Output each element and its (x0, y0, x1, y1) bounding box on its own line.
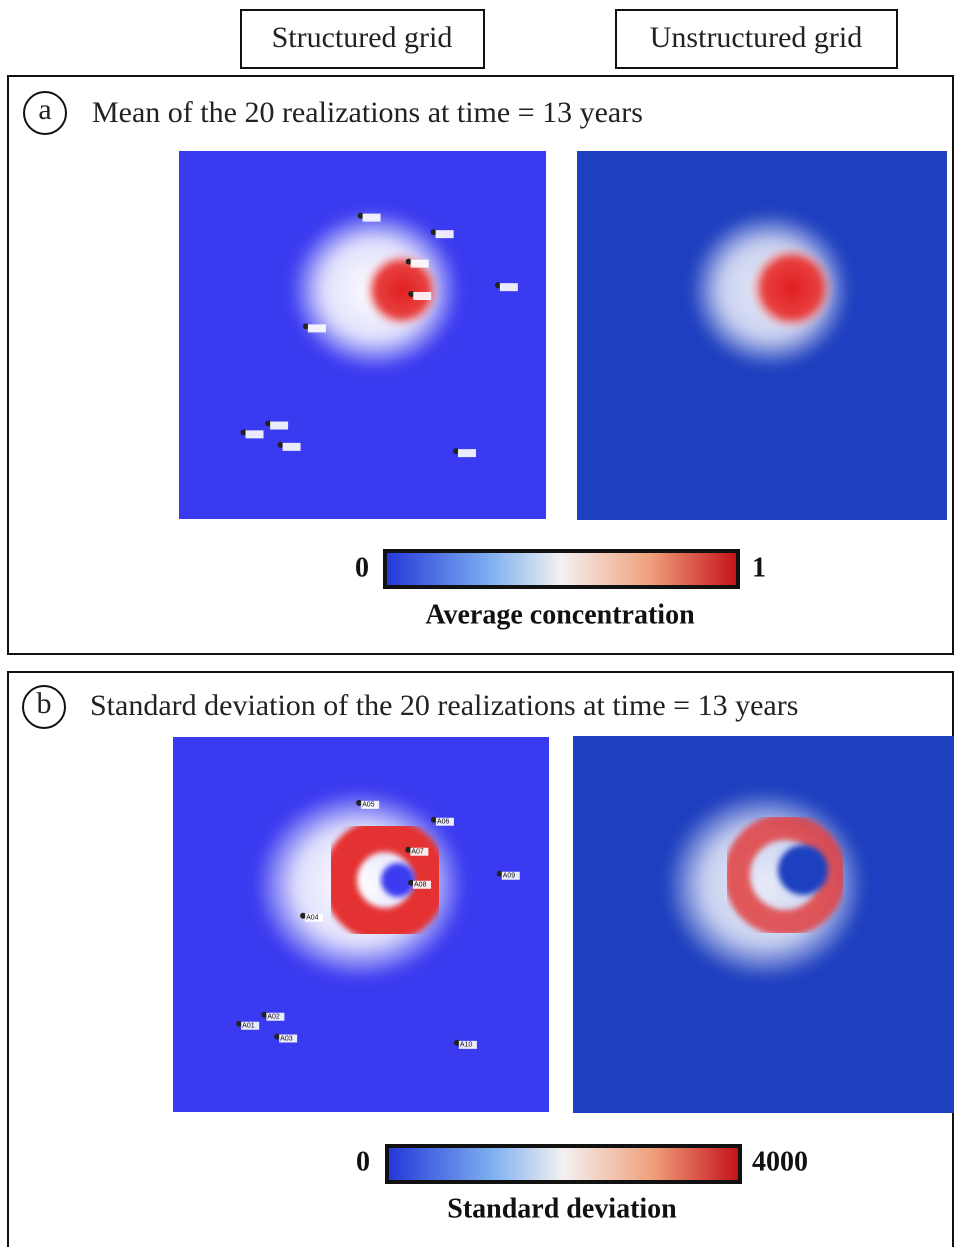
well-label: A01 (242, 1023, 255, 1030)
well-dot (405, 258, 412, 265)
panel-letter: b (37, 687, 52, 720)
colorbar-label: Average concentration (425, 599, 695, 630)
header-box (615, 9, 898, 69)
well-label: A08 (414, 882, 427, 889)
well-tag (435, 817, 454, 826)
well-tag (458, 449, 477, 458)
well-tag (305, 913, 324, 922)
colorbar-max: 4000 (752, 1146, 808, 1177)
well-markers: A01 A02 A03 A04 A05 A06 A07 A08 A09 A10 (236, 799, 520, 1049)
well-tag (410, 847, 429, 856)
well-dot (277, 441, 284, 448)
well-tag (270, 421, 289, 430)
well-dot (356, 799, 363, 806)
well-dot (405, 846, 412, 853)
colorbar (383, 549, 740, 589)
panel-badge (23, 91, 67, 135)
well-dot (430, 816, 437, 823)
well-label: A07 (411, 849, 424, 856)
panel-badge (22, 685, 66, 729)
well-tag (245, 430, 264, 439)
well-dot (236, 1020, 243, 1027)
well-dot (240, 429, 247, 436)
well-tag (499, 283, 518, 292)
structured-map (173, 737, 549, 1112)
colorbar-max: 1 (752, 552, 766, 583)
panel-title: Standard deviation of the 20 realization… (90, 689, 798, 722)
unstructured-map (573, 736, 954, 1113)
well-tag (282, 442, 301, 451)
header-box (240, 9, 485, 69)
well-markers (240, 212, 518, 458)
well-tag (413, 291, 432, 300)
well-tag (361, 800, 380, 809)
well-dot (274, 1033, 281, 1040)
well-tag (266, 1012, 285, 1021)
well-label: A04 (306, 915, 319, 922)
panel-frame (7, 75, 954, 655)
well-dot (300, 912, 307, 919)
colorbar-min: 0 (356, 1146, 370, 1177)
well-label: A03 (280, 1035, 293, 1042)
well-tag (458, 1040, 477, 1049)
unstructured-map (577, 151, 947, 520)
well-dot (408, 879, 415, 886)
structured-map (179, 151, 546, 519)
well-tag (413, 880, 432, 889)
well-tag (501, 871, 520, 880)
well-tag (307, 324, 326, 333)
well-dot (408, 290, 415, 297)
well-label: A05 (362, 802, 375, 809)
well-dot (302, 323, 309, 330)
well-label: A06 (437, 819, 450, 826)
well-label: A09 (503, 873, 516, 880)
well-tag (279, 1034, 298, 1043)
header-label: Structured grid (272, 21, 453, 54)
well-label: A10 (460, 1042, 473, 1049)
well-dot (265, 420, 272, 427)
colorbar-min: 0 (355, 552, 369, 583)
well-tag (362, 213, 381, 222)
well-tag (410, 259, 429, 268)
well-dot (494, 282, 501, 289)
well-dot (430, 229, 437, 236)
panel-letter: a (38, 93, 51, 126)
well-dot (453, 448, 460, 455)
panel-title: Mean of the 20 realizations at time = 13… (92, 96, 643, 129)
well-tag (241, 1021, 260, 1030)
well-tag (435, 230, 454, 239)
well-label: A02 (267, 1014, 280, 1021)
well-dot (261, 1011, 268, 1018)
well-dot (453, 1039, 460, 1046)
colorbar (385, 1144, 742, 1184)
colorbar-label: Standard deviation (447, 1193, 677, 1224)
header-label: Unstructured grid (650, 21, 862, 54)
well-dot (496, 870, 503, 877)
well-dot (357, 212, 364, 219)
